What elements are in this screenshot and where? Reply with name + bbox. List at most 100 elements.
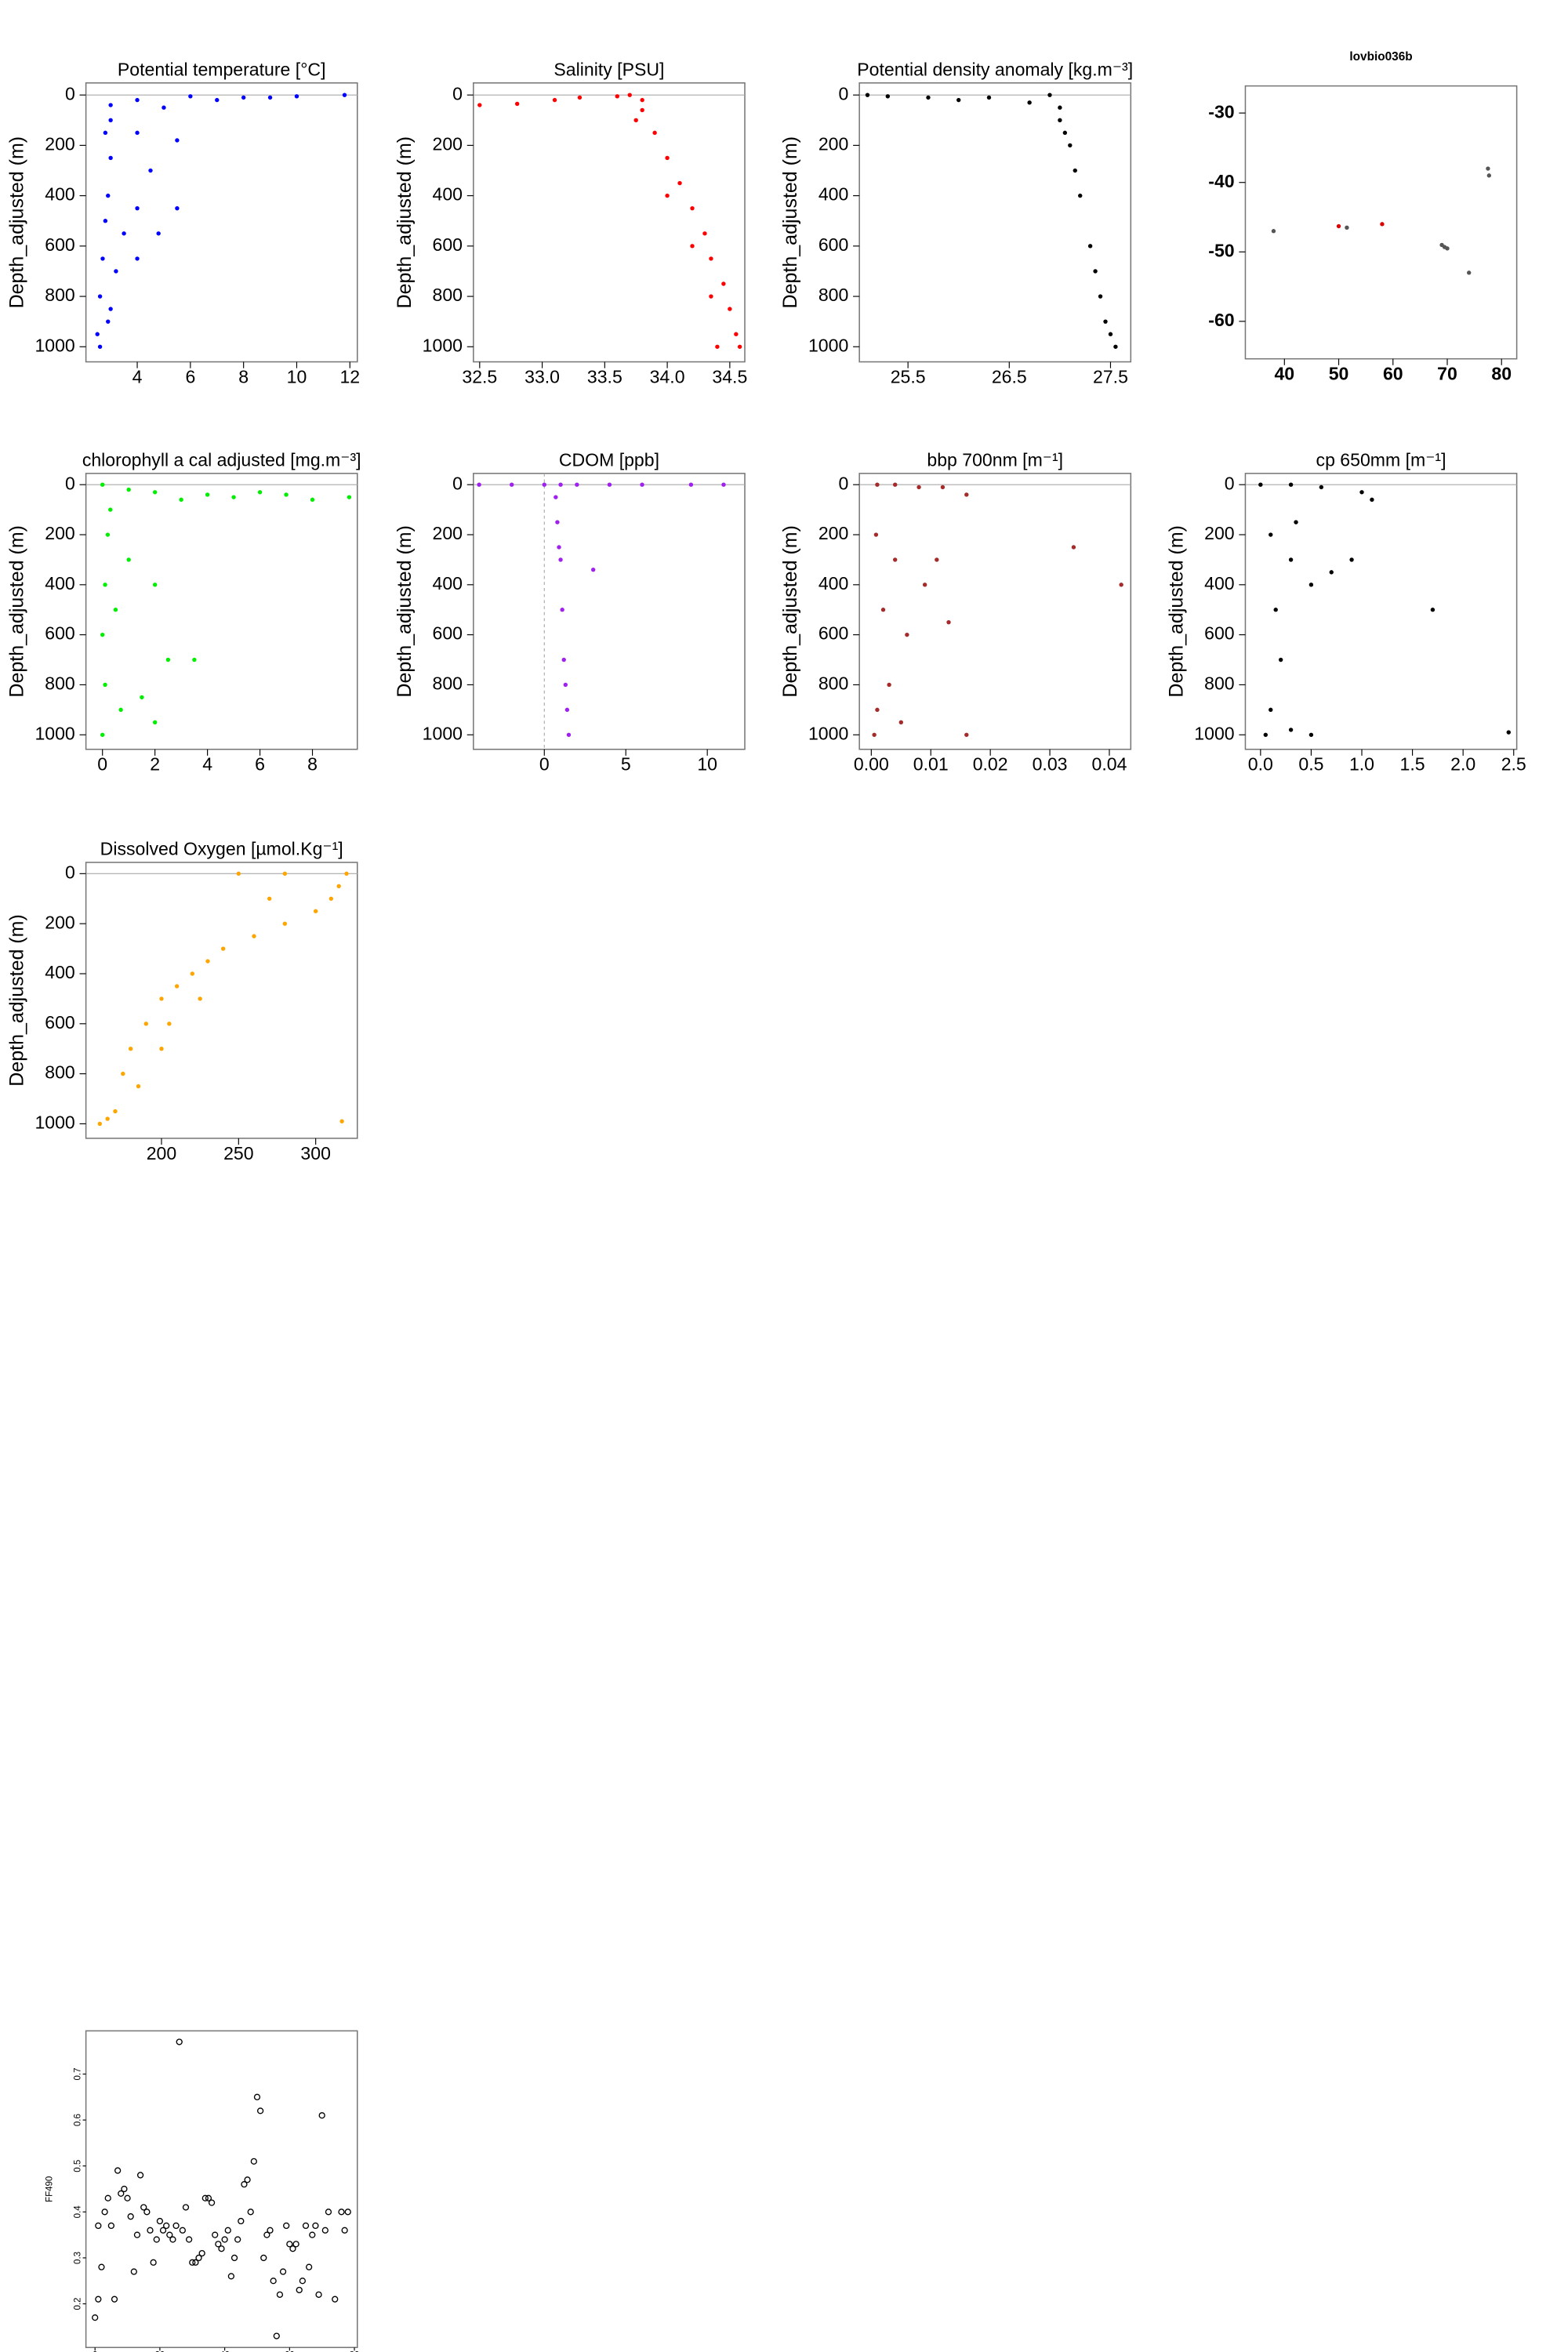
point: [174, 984, 180, 989]
point: [477, 482, 481, 487]
y-tick-label: 200: [433, 133, 463, 154]
point: [1068, 143, 1073, 148]
point: [189, 2259, 196, 2266]
point: [179, 2227, 186, 2234]
x-tick-label: 200: [147, 1143, 176, 1163]
point: [121, 1071, 125, 1076]
point: [159, 2227, 167, 2234]
point: [558, 557, 563, 562]
point: [148, 168, 153, 173]
point: [133, 2231, 141, 2238]
point: [108, 118, 113, 122]
point: [1486, 173, 1491, 178]
point: [263, 2231, 270, 2238]
y-tick-label: 400: [1204, 573, 1234, 593]
plot-box: [473, 473, 746, 750]
y-axis-label: FF490: [45, 2176, 55, 2202]
point: [1108, 332, 1113, 336]
point: [256, 2107, 264, 2114]
point: [127, 2213, 134, 2220]
point: [108, 155, 113, 161]
point: [113, 608, 118, 612]
point: [143, 2209, 151, 2216]
point: [885, 94, 891, 99]
point: [880, 608, 886, 612]
y-tick-label: 1000: [34, 1112, 74, 1133]
y-tick-label: 800: [433, 285, 463, 305]
point: [1278, 657, 1283, 662]
point: [167, 1022, 172, 1026]
x-tick-label: 2.5: [1501, 754, 1526, 775]
y-tick-label: 600: [818, 234, 848, 255]
point: [208, 2199, 216, 2206]
point: [665, 155, 670, 161]
point: [140, 695, 144, 700]
point: [95, 2296, 102, 2303]
point: [267, 95, 273, 100]
y-tick-label: 400: [45, 573, 74, 593]
point: [1062, 130, 1068, 136]
point: [1073, 168, 1077, 173]
point: [734, 332, 739, 336]
y-tick-label: 0: [1225, 473, 1235, 493]
y-tick-label: 1000: [34, 335, 74, 355]
chart-title: bbp 700nm [m⁻¹]: [927, 450, 1063, 470]
y-tick-label: 0: [838, 83, 848, 103]
point: [126, 557, 131, 562]
point: [92, 2314, 99, 2321]
point: [227, 2273, 235, 2280]
point: [665, 193, 670, 198]
y-tick-label: 1000: [423, 723, 463, 743]
point: [1467, 270, 1472, 275]
point: [332, 2296, 339, 2303]
point: [153, 2236, 160, 2243]
point: [690, 205, 695, 211]
point: [893, 482, 898, 487]
point: [103, 682, 107, 688]
point: [1370, 497, 1374, 503]
y-tick-label: 400: [45, 184, 74, 205]
point: [341, 2227, 348, 2234]
point: [315, 2291, 322, 2298]
point: [721, 482, 726, 487]
point: [564, 707, 570, 713]
point: [1271, 229, 1276, 234]
point: [179, 497, 183, 503]
point: [905, 632, 909, 637]
point: [267, 896, 272, 901]
point: [198, 996, 202, 1001]
point: [252, 934, 256, 938]
point: [607, 482, 612, 487]
point: [156, 2217, 164, 2225]
point: [709, 256, 713, 261]
x-tick-label: 26.5: [992, 366, 1027, 387]
y-tick-label: 200: [818, 133, 848, 154]
point: [294, 94, 299, 99]
point: [1058, 118, 1062, 122]
point: [286, 2241, 293, 2248]
y-tick-label: 600: [818, 623, 848, 644]
point: [124, 2194, 131, 2201]
plot-box: [473, 82, 746, 363]
point: [555, 520, 560, 524]
plot-box: [858, 82, 1132, 363]
x-tick-label: 70: [1437, 364, 1457, 384]
x-tick-label: 34.5: [712, 366, 747, 387]
x-tick-label: 1.5: [1400, 754, 1425, 775]
y-tick-label: 400: [818, 184, 848, 205]
point: [114, 269, 118, 274]
point: [150, 2259, 157, 2266]
y-tick-label: 800: [818, 673, 848, 694]
point: [224, 2227, 231, 2234]
point: [205, 492, 210, 497]
y-tick-label: -40: [1208, 171, 1234, 191]
y-tick-label: 800: [45, 1062, 74, 1083]
point: [172, 2222, 180, 2230]
point: [106, 193, 111, 198]
point: [108, 507, 113, 512]
y-tick-label: 0: [452, 83, 463, 103]
point: [344, 2209, 351, 2216]
x-tick-label: 34.0: [650, 366, 685, 387]
point: [143, 1022, 149, 1026]
point: [257, 490, 263, 495]
